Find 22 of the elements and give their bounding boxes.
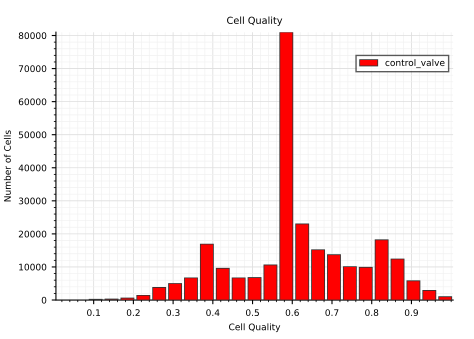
x-axis-title: Cell Quality: [229, 323, 280, 332]
x-tick-label: 0.6: [286, 309, 299, 316]
y-tick-label: 40000: [18, 164, 46, 172]
x-tick-label: 0.4: [206, 309, 220, 316]
y-tick-label: 30000: [18, 198, 46, 204]
chart-title: Cell Quality: [227, 16, 282, 26]
legend-label: control_valve: [385, 59, 445, 68]
y-tick-label: 60000: [18, 98, 46, 106]
x-tick-label: 0.8: [365, 309, 378, 316]
x-tick-label: 0.2: [126, 309, 140, 316]
y-tick-label: 0: [42, 296, 46, 304]
y-tick-label: 70000: [18, 65, 46, 72]
y-tick-label: 50000: [18, 131, 46, 138]
x-tick-label: 0.3: [166, 309, 180, 316]
y-tick-label: 10000: [19, 264, 46, 271]
x-tick-label: 0.9: [404, 309, 418, 316]
y-tick-label: 20000: [18, 230, 46, 238]
y-tick-label: 80000: [18, 32, 46, 40]
y-axis-title: Number of Cells: [4, 130, 11, 202]
x-tick-label: 0.7: [325, 309, 338, 316]
x-tick-label: 0.5: [246, 309, 259, 316]
x-tick-label: 0.1: [87, 309, 100, 316]
